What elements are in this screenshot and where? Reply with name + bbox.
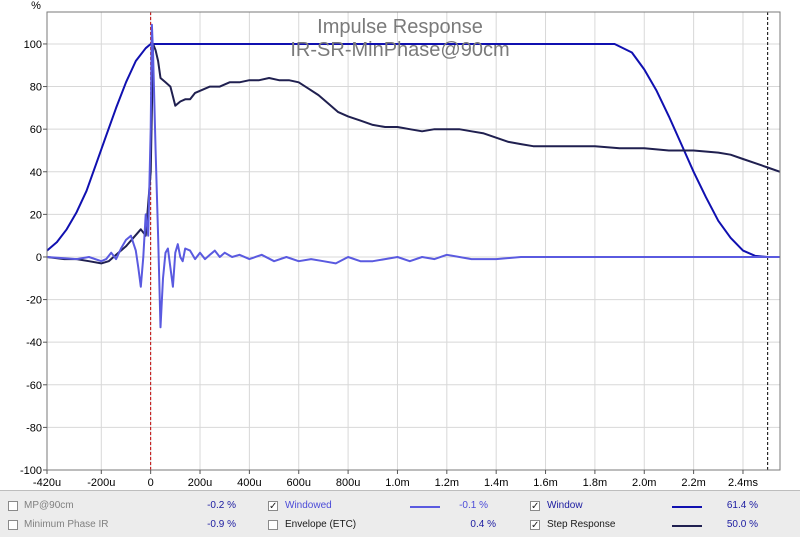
grid xyxy=(46,12,780,471)
y-tick-label: -20 xyxy=(26,295,42,307)
x-tick-label: 2.4ms xyxy=(728,477,758,489)
windowed-checkbox[interactable]: ✓ xyxy=(268,501,278,512)
x-tick-label: 2.0m xyxy=(632,477,656,489)
y-tick-label: 20 xyxy=(30,209,42,221)
y-tick-label: 100 xyxy=(24,39,42,51)
x-tick-label: 1.8m xyxy=(583,477,607,489)
window-line xyxy=(46,43,780,258)
x-tick-label: 800u xyxy=(336,477,360,489)
chart-subtitle: IR-SR-MinPhase@90cm xyxy=(290,39,509,61)
window-value: 61.4 % xyxy=(726,500,758,511)
x-axis-ticks: -420u -200u 0 200u 400u 600u 800u 1.0m 1.2m 1.4m 1… xyxy=(33,470,758,489)
y-tick-label: -80 xyxy=(26,422,42,434)
minimum-phase-ir-value: -0.9 % xyxy=(207,519,236,530)
x-tick-label: 1.2m xyxy=(435,477,459,489)
chart-title: Impulse Response xyxy=(317,16,483,38)
envelope-etc-label: Envelope (ETC) xyxy=(285,519,357,530)
windowed-swatch xyxy=(410,506,440,508)
legend-item-minimum-phase-ir[interactable]: Minimum Phase IR -0.9 % xyxy=(6,517,246,535)
window-label: Window xyxy=(547,500,583,511)
mp-90cm-value: -0.2 % xyxy=(207,500,236,511)
legend-item-windowed[interactable]: ✓ Windowed -0.1 % xyxy=(266,498,506,516)
window-checkbox[interactable]: ✓ xyxy=(530,501,540,512)
y-tick-label: -100 xyxy=(20,465,42,477)
legend-item-mp-90cm[interactable]: MP@90cm -0.2 % xyxy=(6,498,246,516)
y-axis-ticks: 100 80 60 40 20 0 -20 -40 -60 -80 -100 xyxy=(20,39,47,477)
y-tick-label: 40 xyxy=(30,167,42,179)
plot-frame xyxy=(46,11,781,471)
minimum-phase-ir-label: Minimum Phase IR xyxy=(24,519,109,530)
x-tick-label: -200u xyxy=(87,477,115,489)
x-tick-label: 2.2m xyxy=(681,477,705,489)
y-tick-label: 60 xyxy=(30,124,42,136)
windowed-label: Windowed xyxy=(285,500,332,511)
x-tick-label: 1.6m xyxy=(533,477,557,489)
mp-90cm-checkbox[interactable] xyxy=(8,501,18,511)
x-tick-label: -420u xyxy=(33,477,61,489)
window-swatch xyxy=(672,506,702,508)
windowed-value: -0.1 % xyxy=(459,500,488,511)
x-tick-label: 200u xyxy=(188,477,212,489)
legend-panel: MP@90cm -0.2 % Minimum Phase IR -0.9 % ✓… xyxy=(0,490,800,537)
step-response-label: Step Response xyxy=(547,519,616,530)
legend-item-envelope-etc[interactable]: Envelope (ETC) 0.4 % xyxy=(266,517,506,535)
mp-90cm-label: MP@90cm xyxy=(24,500,74,511)
x-tick-label: 400u xyxy=(237,477,261,489)
y-tick-label: 80 xyxy=(30,82,42,94)
y-axis-unit-label: % xyxy=(31,0,41,12)
step-response-value: 50.0 % xyxy=(726,519,758,530)
legend-item-window[interactable]: ✓ Window 61.4 % xyxy=(528,498,768,516)
windowed-line xyxy=(46,23,780,329)
legend-item-step-response[interactable]: ✓ Step Response 50.0 % xyxy=(528,517,768,535)
envelope-etc-checkbox[interactable] xyxy=(268,520,278,530)
impulse-response-chart: -420u -200u 0 200u 400u 600u 800u 1.0m 1.2m 1.4m 1… xyxy=(20,0,781,489)
x-tick-label: 0 xyxy=(148,477,154,489)
x-tick-label: 600u xyxy=(286,477,310,489)
step-response-checkbox[interactable]: ✓ xyxy=(530,520,540,531)
x-tick-label: 1.4m xyxy=(484,477,508,489)
y-tick-label: 0 xyxy=(36,252,42,264)
series-lines xyxy=(46,23,781,329)
step-response-swatch xyxy=(672,525,702,527)
x-tick-label: 1.0m xyxy=(385,477,409,489)
envelope-etc-value: 0.4 % xyxy=(470,519,496,530)
y-tick-label: -60 xyxy=(26,380,42,392)
minimum-phase-ir-checkbox[interactable] xyxy=(8,520,18,530)
y-tick-label: -40 xyxy=(26,337,42,349)
